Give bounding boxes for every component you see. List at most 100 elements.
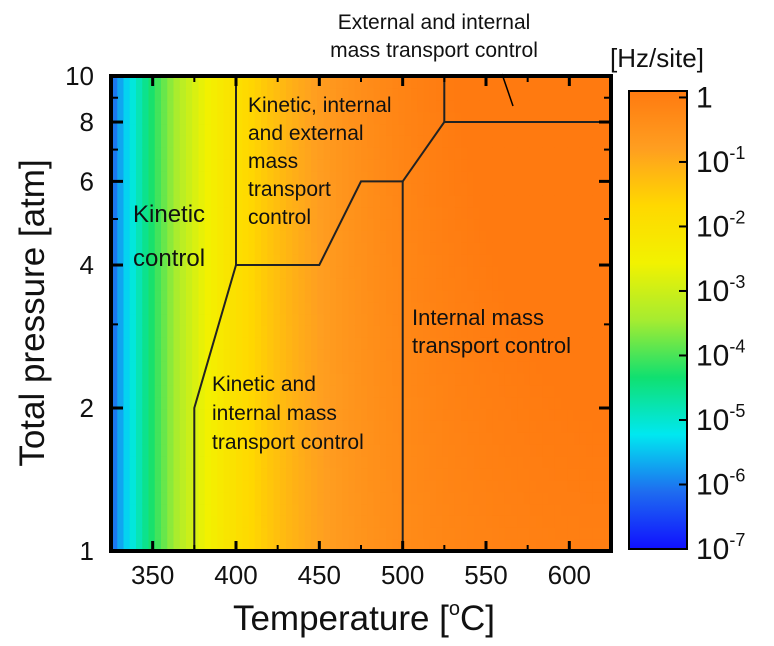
heatmap-cell [523, 111, 531, 125]
heatmap-cell [448, 539, 456, 551]
heatmap-cell [592, 254, 600, 267]
heatmap-cell [242, 408, 250, 421]
heatmap-cell [304, 87, 312, 101]
heatmap-cell [442, 384, 450, 398]
heatmap-cell [142, 420, 150, 433]
heatmap-cell [573, 277, 581, 291]
heatmap-cell [486, 99, 493, 113]
heatmap-cell [267, 456, 275, 469]
heatmap-cell [336, 254, 343, 267]
heatmap-cell [504, 313, 512, 326]
heatmap-cell [598, 111, 606, 125]
heatmap-cell [173, 147, 181, 160]
heatmap-cell [592, 123, 600, 136]
heatmap-cell [242, 242, 250, 255]
heatmap-cell [292, 396, 300, 410]
heatmap-cell [142, 87, 150, 101]
heatmap-cell [429, 254, 437, 267]
heatmap-cell [592, 147, 600, 160]
heatmap-cell [461, 539, 468, 551]
heatmap-cell [467, 325, 475, 338]
heatmap-cell [273, 384, 281, 398]
heatmap-cell [248, 99, 256, 113]
heatmap-cell [511, 301, 518, 315]
heatmap-cell [542, 289, 550, 303]
heatmap-cell [429, 76, 437, 89]
heatmap-cell [598, 87, 606, 101]
heatmap-cell [411, 479, 418, 493]
heatmap-cell [204, 87, 212, 101]
heatmap-cell [167, 87, 175, 101]
colorbar: [Hz/site] 110-110-210-310-410-510-610-7 [610, 43, 745, 566]
heatmap-cell [273, 159, 281, 172]
heatmap-cell [254, 123, 262, 136]
heatmap-cell [117, 147, 125, 160]
heatmap-cell [304, 467, 312, 481]
heatmap-cell [386, 76, 393, 89]
heatmap-cell [248, 171, 256, 184]
heatmap-cell [598, 491, 606, 505]
heatmap-cell [304, 171, 312, 184]
heatmap-cell [273, 372, 281, 386]
heatmap-cell [442, 254, 450, 267]
heatmap-cell [529, 242, 537, 255]
heatmap-cell [467, 135, 475, 148]
heatmap-cell [411, 384, 418, 398]
heatmap-cell [192, 313, 200, 326]
heatmap-cell [167, 111, 175, 125]
heatmap-cell [211, 266, 218, 279]
heatmap-cell [429, 194, 437, 208]
heatmap-cell [117, 515, 125, 528]
heatmap-cell [311, 147, 318, 160]
heatmap-cell [561, 99, 568, 113]
heatmap-cell [567, 337, 575, 350]
heatmap-cell [454, 242, 462, 255]
heatmap-cell [511, 123, 518, 136]
heatmap-cell [386, 266, 393, 279]
heatmap-cell [486, 444, 493, 457]
heatmap-cell [592, 420, 600, 433]
heatmap-cell [498, 123, 506, 136]
heatmap-cell [492, 384, 500, 398]
heatmap-cell [161, 123, 168, 136]
heatmap-cell [179, 325, 187, 338]
heatmap-cell [242, 123, 250, 136]
heatmap-cell [186, 491, 193, 505]
heatmap-cell [542, 325, 550, 338]
heatmap-cell [467, 515, 475, 528]
heatmap-cell [117, 289, 125, 303]
heatmap-cell [461, 444, 468, 457]
heatmap-cell [117, 467, 125, 481]
heatmap-cell [242, 206, 250, 220]
heatmap-cell [367, 396, 375, 410]
heatmap-cell [567, 527, 575, 540]
heatmap-cell [561, 218, 568, 231]
heatmap-cell [292, 479, 300, 493]
heatmap-cell [561, 456, 568, 469]
heatmap-cell [423, 242, 431, 255]
heatmap-cell [448, 289, 456, 303]
heatmap-cell [173, 384, 181, 398]
heatmap-cell [173, 456, 181, 469]
heatmap-cell [467, 87, 475, 101]
heatmap-cell [323, 467, 331, 481]
heatmap-cell [261, 123, 268, 136]
heatmap-cell [317, 182, 325, 196]
heatmap-cell [561, 111, 568, 125]
heatmap-cell [279, 337, 287, 350]
heatmap-cell [311, 325, 318, 338]
heatmap-cell [261, 230, 268, 243]
heatmap-cell [129, 337, 137, 350]
heatmap-cell [436, 99, 443, 113]
y-tick-label: 8 [80, 107, 94, 137]
heatmap-cell [448, 408, 456, 421]
heatmap-cell [342, 349, 350, 362]
heatmap-cell [492, 444, 500, 457]
heatmap-cell [129, 242, 137, 255]
heatmap-cell [111, 194, 118, 208]
heatmap-cell [467, 337, 475, 350]
heatmap-cell [292, 432, 300, 445]
heatmap-cell [211, 182, 218, 196]
heatmap-cell [573, 171, 581, 184]
heatmap-cell [229, 123, 237, 136]
